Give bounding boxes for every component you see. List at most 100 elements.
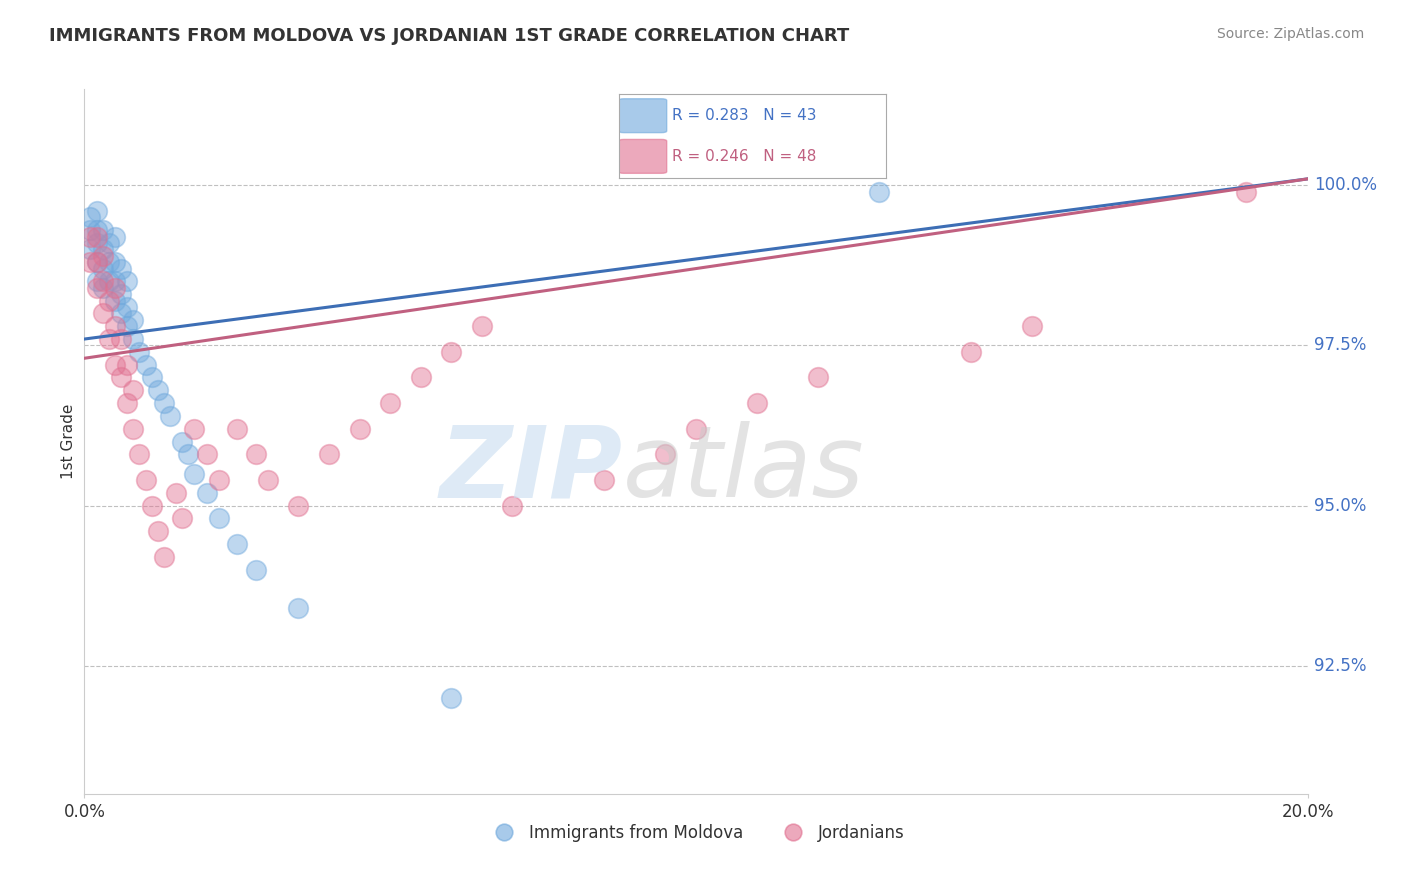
Point — [869, 185, 891, 199]
Point — [91, 281, 114, 295]
Point — [208, 511, 231, 525]
Point — [141, 370, 163, 384]
Text: Source: ZipAtlas.com: Source: ZipAtlas.com — [1216, 27, 1364, 41]
Point — [153, 549, 176, 564]
Point — [110, 332, 132, 346]
Point — [226, 537, 249, 551]
Point — [122, 384, 145, 398]
Text: 100.0%: 100.0% — [1313, 177, 1376, 194]
Point — [128, 344, 150, 359]
Point — [122, 313, 145, 327]
Point — [183, 467, 205, 481]
FancyBboxPatch shape — [619, 99, 666, 133]
Point — [104, 229, 127, 244]
Point — [172, 434, 194, 449]
Point — [97, 293, 120, 308]
Point — [86, 223, 108, 237]
Point — [128, 447, 150, 461]
Y-axis label: 1st Grade: 1st Grade — [60, 404, 76, 479]
Point — [115, 319, 138, 334]
Point — [195, 447, 218, 461]
Point — [79, 255, 101, 269]
Point — [135, 358, 157, 372]
Point — [115, 274, 138, 288]
Point — [146, 524, 169, 539]
Point — [593, 473, 616, 487]
Point — [502, 499, 524, 513]
Point — [104, 274, 127, 288]
Point — [135, 473, 157, 487]
Point — [195, 485, 218, 500]
Point — [115, 300, 138, 314]
Point — [409, 370, 432, 384]
Point — [110, 287, 132, 301]
Point — [146, 384, 169, 398]
FancyBboxPatch shape — [619, 139, 666, 173]
Point — [1021, 319, 1043, 334]
Point — [1236, 185, 1258, 199]
Point — [440, 690, 463, 705]
Point — [79, 223, 101, 237]
Point — [122, 422, 145, 436]
Text: 95.0%: 95.0% — [1313, 497, 1367, 515]
Point — [79, 211, 101, 225]
Point — [440, 344, 463, 359]
Point — [91, 243, 114, 257]
Point — [208, 473, 231, 487]
Point — [86, 274, 108, 288]
Point — [91, 223, 114, 237]
Point — [97, 255, 120, 269]
Point — [177, 447, 200, 461]
Point — [104, 293, 127, 308]
Point — [380, 396, 402, 410]
Point — [91, 274, 114, 288]
Point — [104, 255, 127, 269]
Point — [91, 306, 114, 320]
Point — [349, 422, 371, 436]
Point — [104, 281, 127, 295]
Point — [245, 563, 267, 577]
Legend: Immigrants from Moldova, Jordanians: Immigrants from Moldova, Jordanians — [481, 818, 911, 849]
Text: 92.5%: 92.5% — [1313, 657, 1367, 674]
Point — [245, 447, 267, 461]
Point — [318, 447, 340, 461]
Point — [86, 235, 108, 250]
Point — [471, 319, 494, 334]
Point — [104, 358, 127, 372]
Point — [685, 422, 707, 436]
Point — [226, 422, 249, 436]
Text: atlas: atlas — [623, 421, 865, 518]
Point — [654, 447, 676, 461]
Point — [86, 229, 108, 244]
Point — [86, 203, 108, 218]
Point — [115, 396, 138, 410]
Point — [257, 473, 280, 487]
Point — [79, 243, 101, 257]
Point — [104, 319, 127, 334]
Point — [287, 601, 309, 615]
Point — [183, 422, 205, 436]
Point — [960, 344, 983, 359]
Point — [153, 396, 176, 410]
Text: ZIP: ZIP — [440, 421, 623, 518]
Point — [97, 235, 120, 250]
Point — [91, 249, 114, 263]
Point — [159, 409, 181, 423]
Point — [97, 274, 120, 288]
Point — [141, 499, 163, 513]
Point — [86, 281, 108, 295]
Point — [807, 370, 830, 384]
Text: IMMIGRANTS FROM MOLDOVA VS JORDANIAN 1ST GRADE CORRELATION CHART: IMMIGRANTS FROM MOLDOVA VS JORDANIAN 1ST… — [49, 27, 849, 45]
Point — [97, 332, 120, 346]
Point — [110, 306, 132, 320]
Point — [86, 255, 108, 269]
Point — [79, 229, 101, 244]
Point — [172, 511, 194, 525]
Point — [91, 261, 114, 276]
Text: R = 0.283   N = 43: R = 0.283 N = 43 — [672, 108, 817, 123]
Text: R = 0.246   N = 48: R = 0.246 N = 48 — [672, 149, 817, 164]
Point — [86, 255, 108, 269]
Point — [110, 261, 132, 276]
Point — [122, 332, 145, 346]
Point — [165, 485, 187, 500]
